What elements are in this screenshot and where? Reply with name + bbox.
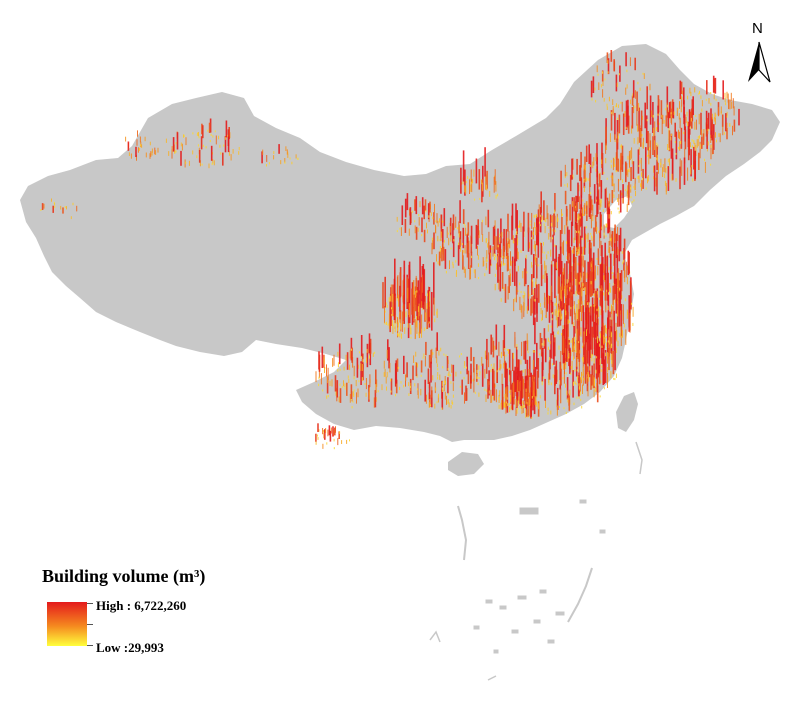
legend-tick-high — [87, 603, 93, 604]
building-volume-spikes — [40, 50, 740, 450]
hainan-island — [448, 452, 484, 476]
north-label: N — [752, 20, 763, 37]
legend-color-ramp — [47, 602, 87, 646]
taiwan-island — [616, 392, 638, 432]
legend-title: Building volume (m³) — [42, 566, 206, 586]
south-sea-islands — [429, 441, 643, 681]
legend-tick-mid — [87, 624, 93, 625]
legend-low-label: Low :29,993 — [96, 640, 164, 655]
land-mass — [20, 44, 780, 442]
legend-high-label: High : 6,722,260 — [96, 598, 187, 613]
legend-tick-low — [87, 645, 93, 646]
north-arrow-icon — [748, 41, 771, 83]
bohai-sea — [604, 196, 632, 228]
